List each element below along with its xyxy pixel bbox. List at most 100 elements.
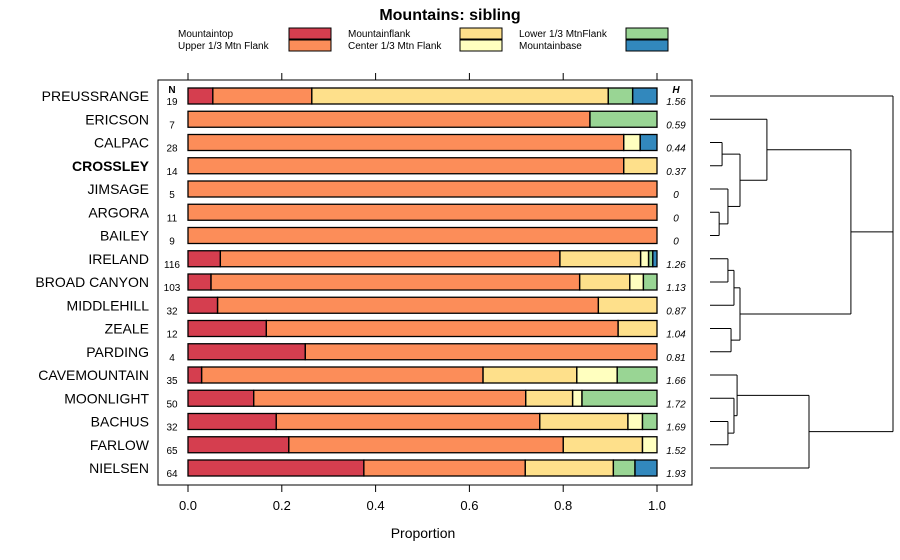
bar-segment-border (617, 319, 658, 338)
bar-segment (188, 436, 289, 453)
bar-segment (589, 111, 657, 128)
row-label: CROSSLEY (72, 158, 150, 174)
bar-segment (627, 413, 643, 430)
bar-segment (188, 250, 221, 267)
n-value: 35 (166, 376, 178, 387)
h-value: 1.26 (666, 260, 686, 271)
bar-segment (188, 367, 202, 383)
bar-segment (652, 250, 657, 267)
row-label: NIELSEN (89, 460, 149, 476)
h-value: 0.81 (666, 353, 685, 364)
bar-segment (598, 297, 657, 314)
h-value: 0.37 (666, 167, 686, 178)
bar-segment (220, 250, 560, 267)
bar-segment (188, 343, 306, 360)
h-value: 1.66 (666, 376, 686, 387)
bar-segment-border (616, 366, 658, 384)
row-label: PARDING (86, 344, 149, 360)
n-value: 12 (166, 330, 178, 341)
n-value: 28 (166, 144, 178, 155)
n-value: 5 (169, 190, 175, 201)
bar-segment (212, 88, 312, 104)
h-value: 1.93 (666, 469, 686, 480)
bar-segment-border (631, 87, 658, 105)
row-label: ZEALE (105, 321, 149, 337)
x-axis: 0.0 0.2 0.4 0.6 0.8 1.0 (179, 73, 666, 513)
bar-segment (632, 88, 657, 104)
bar-segment (188, 227, 657, 244)
n-value: 19 (166, 97, 178, 108)
h-value: 1.13 (666, 283, 686, 294)
bar-segment (217, 297, 599, 314)
bar-segment (613, 460, 635, 476)
row-label: ARGORA (88, 204, 149, 220)
row-label: MOONLIGHT (64, 390, 149, 406)
row-label: ERICSON (85, 111, 149, 127)
legend-swatch (625, 27, 669, 40)
legend-label: Lower 1/3 MtnFlank (519, 29, 608, 40)
bar-segment (201, 367, 484, 383)
bar-segment (188, 204, 657, 221)
bar-segment (525, 460, 614, 476)
row-label: CAVEMOUNTAIN (38, 367, 149, 383)
bar-segment (642, 436, 657, 453)
row-label: BAILEY (100, 228, 150, 244)
bar-segment-border (581, 389, 658, 407)
row-label: MIDDLEHILL (67, 297, 150, 313)
bar-segment (648, 250, 653, 267)
bar-segment (188, 157, 624, 174)
bar-segment (188, 320, 267, 337)
bar-segment-border (642, 273, 658, 291)
bar-segment (188, 111, 590, 128)
bar-segment (188, 181, 657, 197)
x-tick-label: 0.6 (460, 498, 478, 513)
h-value: 0 (673, 237, 679, 248)
bar-segment (634, 460, 657, 476)
row-label: BROAD CANYON (35, 274, 149, 290)
bar-segment-border (187, 203, 658, 221)
h-value: 1.72 (666, 399, 686, 410)
bar-segment (623, 157, 657, 174)
legend-label: Upper 1/3 Mtn Flank (178, 41, 270, 52)
plot-frame (157, 79, 693, 486)
bar-segment (311, 88, 609, 104)
h-value: 0 (673, 190, 679, 201)
bar-segment (563, 436, 643, 453)
bar-segment (617, 367, 657, 383)
dendrogram (710, 95, 894, 469)
bar-segment-border (589, 110, 658, 128)
bar-segment (579, 274, 630, 290)
legend-label: Mountainflank (348, 29, 411, 40)
legend-swatch (459, 39, 503, 52)
bar-segment (629, 274, 644, 290)
bar-segment-border (187, 180, 658, 198)
legend-label: Center 1/3 Mtn Flank (348, 41, 442, 52)
chart-title: Mountains: sibling (379, 7, 520, 24)
row-label: JIMSAGE (88, 181, 149, 197)
row-labels-group: PREUSSRANGE 19 1.56 ERICSON 7 0.59 CALPAC 28 0.4… (35, 88, 686, 480)
h-column-header: H (672, 85, 680, 96)
h-value: 0.44 (666, 144, 686, 155)
h-value: 1.52 (666, 446, 686, 457)
legend-swatch (625, 39, 669, 52)
x-tick-label: 0.2 (273, 498, 291, 513)
bar-segment (643, 274, 657, 290)
bar-segment (581, 390, 657, 407)
n-value: 64 (166, 469, 178, 480)
bar-segment-border (623, 157, 658, 175)
bar-segment (305, 343, 657, 360)
bar-segment (525, 390, 573, 407)
legend-label: Mountaintop (178, 29, 233, 40)
n-value: 7 (169, 120, 175, 131)
bar-segment (276, 413, 540, 430)
legend-swatch (288, 39, 332, 52)
bar-segment (188, 297, 218, 314)
row-label: BACHUS (91, 414, 149, 430)
bar-segment-border (187, 226, 658, 245)
bar-segment (188, 390, 254, 407)
n-value: 65 (166, 446, 178, 457)
bar-segment (642, 413, 657, 430)
row-label: IRELAND (88, 251, 149, 267)
bar-segment-border (641, 412, 658, 431)
n-value: 4 (169, 353, 175, 364)
